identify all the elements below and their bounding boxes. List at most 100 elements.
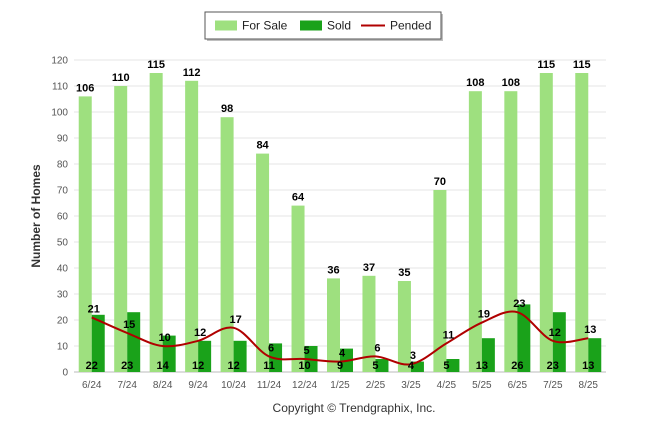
data-label-sold: 14 xyxy=(157,360,170,372)
data-label-for-sale: 98 xyxy=(221,103,233,115)
y-tick-label: 30 xyxy=(57,290,69,301)
copyright-credit: Copyright © Trendgraphix, Inc. xyxy=(273,401,436,415)
bar-for-sale xyxy=(504,91,518,372)
bar-sold xyxy=(162,335,176,372)
data-label-for-sale: 108 xyxy=(502,77,520,89)
bar-for-sale xyxy=(114,86,128,372)
data-label-sold: 13 xyxy=(476,360,488,372)
data-label-sold: 12 xyxy=(192,360,204,372)
bar-sold xyxy=(446,359,460,372)
x-tick-label: 9/24 xyxy=(188,380,208,391)
data-label-pended: 3 xyxy=(410,350,416,362)
bar-sold xyxy=(588,338,602,372)
x-tick-label: 8/24 xyxy=(153,380,173,391)
y-tick-label: 120 xyxy=(51,56,68,67)
bar-for-sale xyxy=(397,281,411,372)
y-tick-label: 20 xyxy=(57,316,69,327)
data-label-for-sale: 36 xyxy=(327,264,339,276)
bar-for-sale xyxy=(220,117,234,372)
data-label-pended: 13 xyxy=(584,324,596,336)
bar-sold xyxy=(127,312,141,372)
y-tick-label: 50 xyxy=(57,238,69,249)
data-label-for-sale: 35 xyxy=(398,267,410,279)
bar-for-sale xyxy=(362,275,376,372)
data-label-for-sale: 84 xyxy=(256,140,269,152)
bar-sold xyxy=(517,304,531,372)
data-label-for-sale: 108 xyxy=(466,77,484,89)
bar-sold xyxy=(91,314,105,372)
data-label-pended: 11 xyxy=(443,329,455,341)
data-label-sold: 11 xyxy=(263,360,275,372)
legend-box xyxy=(204,11,442,40)
y-tick-label: 10 xyxy=(57,342,69,353)
legend-label-sold: Sold xyxy=(327,19,351,33)
bar-for-sale xyxy=(256,153,270,372)
bar-for-sale xyxy=(149,73,163,372)
data-label-for-sale: 115 xyxy=(573,59,591,71)
data-label-pended: 4 xyxy=(339,348,346,360)
data-label-sold: 22 xyxy=(86,360,98,372)
data-label-sold: 5 xyxy=(372,360,378,372)
data-label-sold: 9 xyxy=(337,360,343,372)
x-tick-label: 7/25 xyxy=(543,380,563,391)
y-tick-label: 40 xyxy=(57,264,69,275)
y-tick-label: 0 xyxy=(62,368,68,379)
legend-swatch-for-sale xyxy=(215,20,237,31)
data-label-for-sale: 70 xyxy=(434,176,446,188)
data-label-sold: 10 xyxy=(298,360,310,372)
bar-for-sale xyxy=(327,278,340,372)
data-label-for-sale: 115 xyxy=(537,59,555,71)
data-label-sold: 26 xyxy=(511,360,523,372)
data-label-sold: 13 xyxy=(582,360,594,372)
bar-for-sale xyxy=(291,205,305,372)
x-tick-label: 7/24 xyxy=(117,380,137,391)
data-label-pended: 19 xyxy=(478,309,490,321)
x-tick-label: 12/24 xyxy=(292,380,317,391)
data-label-sold: 5 xyxy=(443,360,449,372)
y-tick-label: 60 xyxy=(57,212,69,223)
data-label-sold: 23 xyxy=(121,360,133,372)
x-tick-label: 8/25 xyxy=(579,380,599,391)
bar-for-sale xyxy=(575,73,589,372)
x-tick-label: 2/25 xyxy=(366,380,386,391)
x-tick-label: 11/24 xyxy=(257,380,282,391)
data-label-pended: 6 xyxy=(374,342,380,354)
bar-for-sale xyxy=(468,91,482,372)
bar-sold xyxy=(481,338,495,372)
legend-swatch-sold xyxy=(300,20,322,31)
bar-for-sale xyxy=(185,80,199,373)
legend-label-pended: Pended xyxy=(390,19,431,33)
data-label-pended: 15 xyxy=(123,319,135,331)
bar-sold xyxy=(198,340,212,372)
x-tick-label: 4/25 xyxy=(437,380,457,391)
data-label-pended: 6 xyxy=(268,342,274,354)
bar-sold xyxy=(233,340,247,372)
legend-label-for-sale: For Sale xyxy=(242,19,288,33)
data-label-for-sale: 106 xyxy=(76,82,94,94)
y-tick-label: 90 xyxy=(57,134,69,145)
x-tick-label: 6/25 xyxy=(508,380,528,391)
data-label-pended: 23 xyxy=(513,298,525,310)
x-tick-label: 6/24 xyxy=(82,380,102,391)
x-tick-label: 1/25 xyxy=(330,380,350,391)
bar-sold xyxy=(410,361,424,372)
data-label-for-sale: 115 xyxy=(147,59,165,71)
bar-for-sale xyxy=(78,96,92,373)
data-label-sold: 23 xyxy=(547,360,559,372)
x-tick-label: 10/24 xyxy=(221,380,246,391)
data-label-pended: 5 xyxy=(303,345,309,357)
y-tick-label: 100 xyxy=(51,108,68,119)
bar-sold xyxy=(375,359,389,372)
bar-for-sale xyxy=(433,190,447,372)
data-label-pended: 12 xyxy=(549,327,561,339)
x-tick-label: 5/25 xyxy=(472,380,492,391)
data-label-for-sale: 37 xyxy=(363,262,375,274)
data-label-for-sale: 64 xyxy=(292,192,305,204)
data-label-for-sale: 112 xyxy=(183,67,201,79)
data-label-pended: 10 xyxy=(159,332,171,344)
pended-line xyxy=(91,310,589,366)
data-label-pended: 21 xyxy=(88,303,100,315)
y-tick-label: 80 xyxy=(57,160,69,171)
